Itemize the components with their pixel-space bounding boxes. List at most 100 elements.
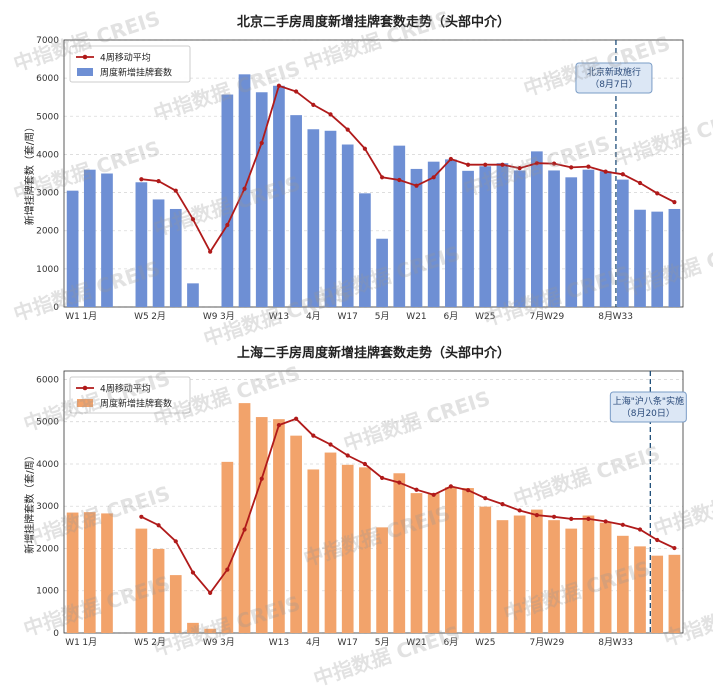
policy-annotation-box [575, 62, 653, 94]
bar [221, 94, 234, 308]
moving-average-point [362, 461, 368, 467]
bar [582, 515, 595, 633]
x-tick-label: W1 [65, 638, 80, 648]
x-tick-label: 5月 [375, 637, 390, 648]
moving-average-point [328, 442, 333, 447]
moving-average-point [294, 89, 299, 94]
moving-average-point [551, 514, 557, 519]
x-tick-label: 8月 [598, 637, 613, 648]
bar [634, 546, 646, 633]
moving-average-point [655, 537, 660, 543]
x-tick-label: 7月 [529, 637, 544, 648]
y-tick-label: 7000 [36, 36, 59, 46]
moving-average-point [603, 169, 608, 174]
x-tick-label: 5月 [375, 311, 390, 322]
bar [324, 452, 337, 633]
x-tick-label: W5 [134, 312, 149, 322]
bar [513, 515, 526, 633]
x-tick-label: 2月 [151, 637, 166, 648]
moving-average-point [397, 177, 402, 183]
bar [66, 190, 79, 307]
bar [462, 170, 474, 307]
x-tick-label: W5 [134, 638, 149, 648]
bar [273, 85, 285, 308]
x-tick-label: 6月 [444, 637, 459, 648]
bar [101, 513, 113, 633]
moving-average-point [139, 177, 144, 182]
moving-average-point [603, 519, 608, 524]
x-tick-label: W13 [269, 312, 289, 322]
bar [427, 161, 440, 307]
legend-label: 周度新增挂牌套数 [100, 67, 172, 79]
moving-average-point [448, 156, 453, 162]
bar [169, 208, 182, 307]
plot-frame [63, 370, 684, 634]
bar [410, 168, 423, 307]
x-tick-label: W33 [613, 638, 633, 648]
bar [427, 493, 440, 633]
x-tick-label: W29 [544, 312, 565, 322]
moving-average-point [276, 422, 282, 428]
bar [187, 622, 199, 633]
bar [324, 130, 337, 307]
moving-average-point [173, 539, 178, 544]
policy-annotation-text: （8月7日） [590, 79, 637, 90]
moving-average-point [620, 172, 625, 177]
y-tick-label: 3000 [36, 502, 59, 512]
bar [393, 145, 406, 307]
x-tick-label: 4月 [306, 637, 321, 648]
x-tick-label: 2月 [151, 311, 166, 322]
legend-label: 周度新增挂牌套数 [100, 398, 172, 410]
x-tick-label: W21 [406, 312, 426, 322]
chart-title: 上海二手房周度新增挂牌套数走势（头部中介） [237, 345, 510, 361]
x-tick-label: W17 [338, 312, 358, 322]
legend-line-marker [82, 385, 88, 391]
moving-average-point [208, 249, 213, 254]
x-tick-label: W25 [475, 312, 495, 322]
moving-average-point [569, 165, 574, 170]
moving-average-point [379, 475, 385, 481]
bar [135, 182, 148, 307]
moving-average-point [465, 488, 471, 493]
moving-average-point [431, 175, 436, 180]
shanghai-chart: 上海二手房周度新增挂牌套数走势（头部中介） 0 1000 2000 3000 4000 50… [23, 345, 687, 648]
bar [152, 199, 165, 307]
y-tick-label: 1000 [36, 265, 59, 275]
bar [135, 528, 148, 633]
moving-average-point [534, 161, 539, 166]
x-tick-label: W33 [613, 312, 633, 322]
y-tick-label: 2000 [36, 227, 59, 237]
bar [616, 535, 629, 633]
x-tick-label: W17 [338, 638, 358, 648]
bar [307, 469, 320, 633]
moving-average-point [448, 484, 453, 489]
y-tick-label: 4000 [36, 460, 59, 470]
legend-label: 4周移动平均 [100, 52, 151, 64]
moving-average-point [294, 416, 299, 421]
policy-annotation-text: （8月20日） [622, 408, 675, 419]
moving-average-point [345, 127, 350, 132]
y-tick-label: 2000 [36, 544, 59, 554]
moving-average-point [517, 166, 522, 171]
moving-average-point [465, 162, 471, 167]
bar [290, 435, 302, 633]
moving-average-point [139, 514, 144, 519]
moving-average-point [225, 567, 230, 572]
bar [221, 461, 234, 633]
bar [83, 169, 96, 307]
bar [66, 512, 79, 633]
bar [634, 209, 646, 307]
moving-average-point [483, 162, 488, 167]
x-tick-label: 3月 [220, 637, 235, 648]
moving-average-point [156, 523, 161, 528]
moving-average-line [141, 417, 675, 595]
bar [273, 419, 285, 633]
bar [255, 417, 268, 633]
bar [565, 528, 578, 633]
x-tick-label: W29 [544, 638, 565, 648]
moving-average-point [311, 102, 316, 107]
x-tick-label: W13 [269, 638, 289, 648]
moving-average-point [276, 83, 282, 88]
y-tick-label: 1000 [36, 587, 59, 597]
bar [445, 159, 457, 307]
